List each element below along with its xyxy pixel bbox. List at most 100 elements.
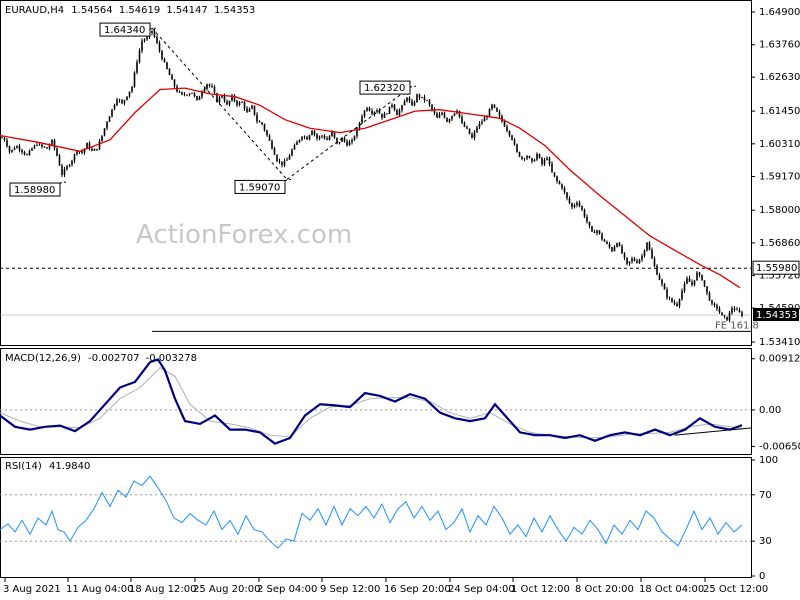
- candle-body: [536, 153, 538, 160]
- candle-body: [671, 298, 673, 303]
- candle-body: [331, 131, 333, 137]
- pivot-leader: [59, 181, 67, 184]
- candle-body: [263, 124, 266, 131]
- candle-body: [641, 256, 643, 260]
- candle-body: [738, 309, 741, 313]
- x-tick-label: 1 Oct 12:00: [511, 584, 570, 595]
- candle-body: [258, 121, 261, 123]
- candle-body: [633, 258, 636, 261]
- pivot-label: 1.62320: [364, 83, 405, 94]
- candle-body: [523, 158, 526, 160]
- candle-body: [468, 128, 471, 135]
- price-tick-label: 1.56860: [759, 238, 800, 249]
- candle-body: [141, 40, 143, 51]
- candle-body: [491, 104, 493, 109]
- candle-body: [461, 116, 463, 124]
- candle-body: [533, 159, 536, 162]
- candle-body: [441, 112, 443, 115]
- candle-body: [371, 110, 373, 114]
- candle-body: [651, 249, 653, 259]
- candle-body: [163, 59, 166, 63]
- candle-body: [153, 30, 156, 37]
- candle-body: [731, 308, 733, 313]
- candle-body: [688, 278, 691, 282]
- candle-body: [493, 104, 496, 108]
- candle-body: [361, 116, 363, 123]
- candle-body: [503, 121, 506, 127]
- candle-body: [526, 156, 528, 159]
- candle-body: [273, 148, 276, 155]
- x-tick-label: 11 Aug 04:00: [66, 584, 133, 595]
- candle-body: [26, 154, 28, 156]
- candle-body: [511, 135, 513, 140]
- candle-body: [698, 272, 701, 275]
- candle-body: [496, 107, 498, 112]
- pivot-leader: [284, 178, 292, 181]
- candle-body: [68, 164, 71, 167]
- candle-body: [308, 135, 311, 140]
- candle-body: [551, 163, 553, 173]
- candle-body: [188, 93, 191, 96]
- candle-body: [86, 142, 88, 149]
- rsi-panel-frame: [0, 457, 752, 578]
- candle-body: [691, 281, 693, 285]
- candle-body: [728, 312, 731, 321]
- candle-body: [736, 309, 738, 311]
- candle-body: [428, 100, 431, 105]
- candle-body: [333, 131, 336, 138]
- candle-body: [658, 274, 661, 280]
- candle-body: [471, 134, 473, 138]
- candle-body: [138, 50, 141, 62]
- candle-body: [588, 221, 591, 227]
- zigzag-line-up: [286, 85, 413, 180]
- candle-body: [93, 148, 96, 151]
- candle-body: [593, 231, 596, 234]
- candle-body: [541, 157, 543, 165]
- candle-body: [396, 110, 398, 116]
- macd-tick-label: 0.00912: [759, 354, 800, 365]
- candle-body: [183, 94, 186, 96]
- candle-body: [76, 151, 78, 155]
- candle-body: [221, 95, 223, 98]
- candle-body: [346, 141, 348, 146]
- candle-body: [423, 96, 426, 101]
- x-tick-label: 16 Sep 20:00: [384, 584, 451, 595]
- candle-body: [271, 140, 273, 149]
- price-tick-label: 1.53410: [759, 337, 800, 348]
- candle-body: [61, 165, 63, 175]
- candle-body: [123, 100, 126, 104]
- candle-body: [566, 192, 568, 199]
- candle-body: [703, 280, 706, 287]
- candle-body: [313, 130, 316, 135]
- candle-body: [351, 139, 353, 143]
- candle-body: [311, 130, 313, 136]
- candle-body: [218, 97, 221, 103]
- candle-body: [433, 109, 436, 114]
- candle-body: [721, 312, 723, 316]
- candle-body: [248, 108, 251, 112]
- candle-body: [321, 135, 323, 137]
- macd-layer: 0.00912 0.00 -0.006506: [0, 354, 800, 452]
- candle-body: [343, 137, 346, 142]
- candle-body: [486, 116, 488, 118]
- candle-body: [568, 198, 571, 203]
- candle-body: [578, 202, 581, 207]
- candle-body: [498, 111, 501, 116]
- candle-body: [681, 290, 683, 300]
- macd-title: MACD(12,26,9) -0.002707 -0.003278: [5, 353, 197, 364]
- macd-tick-label: 0.00: [759, 405, 781, 416]
- watermark: ActionForex.com: [136, 220, 352, 250]
- candle-body: [611, 247, 613, 252]
- candle-body: [603, 239, 606, 242]
- candle-body: [293, 144, 296, 150]
- candle-body: [266, 130, 268, 136]
- candle-body: [341, 137, 343, 142]
- candle-body: [53, 139, 56, 149]
- price-title: EURAUD,H4 1.54564 1.54619 1.54147 1.5435…: [5, 5, 255, 16]
- candle-body: [73, 154, 76, 161]
- candle-body: [203, 88, 206, 93]
- candle-body: [323, 135, 326, 139]
- current-price-label: 1.54353: [756, 310, 797, 321]
- macd-panel-frame: [0, 348, 752, 455]
- candle-body: [251, 105, 253, 109]
